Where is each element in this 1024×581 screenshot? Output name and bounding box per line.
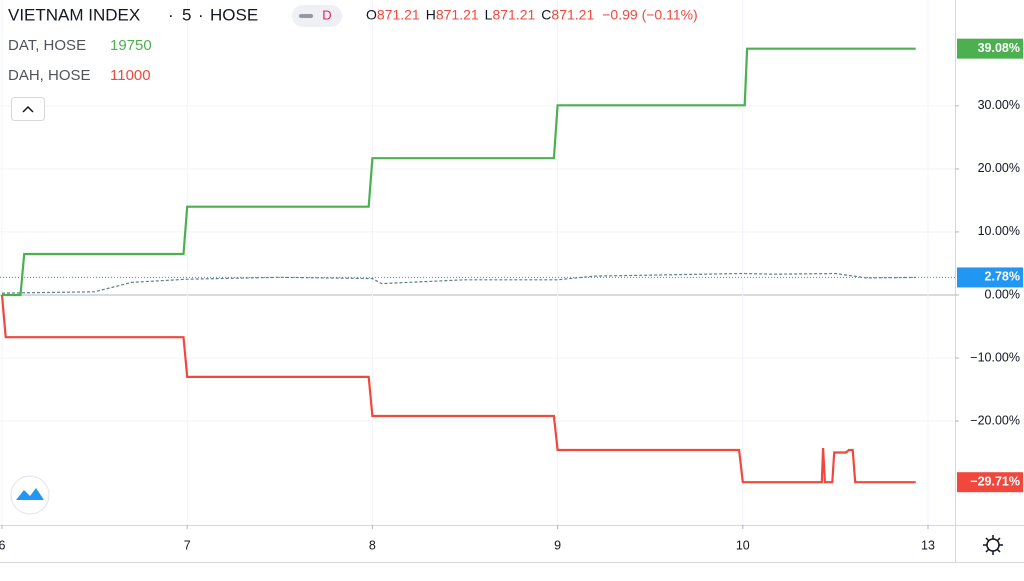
- logo-icon: [16, 488, 44, 500]
- interval: 5: [182, 5, 191, 24]
- grid: [0, 0, 959, 529]
- ohlc-value: 871.21: [492, 7, 535, 23]
- settings-button[interactable]: [983, 535, 1003, 555]
- x-tick-label: 13: [921, 538, 935, 552]
- last-value-label: 2.78%: [985, 270, 1020, 284]
- legend-label: DAH, HOSE: [8, 67, 91, 84]
- y-tick-label: −10.00%: [970, 350, 1020, 364]
- x-tick-label: 7: [184, 538, 191, 552]
- last-value-label: 39.08%: [978, 41, 1020, 55]
- ohlc: O 871.21 H 871.21 L 871.21 C 871.21: [366, 7, 594, 23]
- change: −0.99 (−0.11%): [602, 7, 697, 23]
- separator: ·: [168, 5, 174, 24]
- last-value-label: −29.71%: [970, 475, 1020, 489]
- x-tick-label: 9: [554, 538, 561, 552]
- series-line: [1, 272, 916, 294]
- legend: VIETNAM INDEX · 5 · HOSE D O 871.21 H 871.2…: [8, 5, 698, 121]
- visibility-toggle[interactable]: [292, 5, 342, 27]
- collapse-button[interactable]: [11, 97, 45, 121]
- badge: D: [322, 7, 331, 22]
- series-line: [0, 294, 916, 484]
- y-tick-label: 0.00%: [985, 287, 1020, 301]
- ohlc-label: C: [541, 7, 551, 23]
- toggle-icon: [299, 14, 313, 18]
- ohlc-label: H: [426, 7, 436, 23]
- ohlc-label: O: [366, 7, 377, 23]
- legend-price: 11000: [110, 67, 151, 84]
- last-value-box: [957, 267, 1023, 288]
- collapse-icon: [22, 105, 34, 113]
- y-tick-label: 10.00%: [978, 224, 1020, 238]
- y-tick-label: 30.00%: [978, 98, 1020, 112]
- legend-price: 19750: [110, 37, 152, 54]
- last-value-box: [957, 472, 1023, 493]
- separator: ·: [198, 5, 204, 24]
- symbol: VIETNAM INDEX: [8, 5, 140, 24]
- labels: 30.00% 20.00% 10.00% 0.00% −10.00% −20.00% 6 7 8…: [0, 38, 1023, 552]
- plot: [0, 47, 955, 484]
- y-tick-label: −20.00%: [970, 413, 1020, 427]
- ohlc-value: 871.21: [551, 7, 594, 23]
- x-tick-label: 10: [736, 538, 750, 552]
- series-line: [2, 47, 916, 297]
- ohlc-value: 871.21: [377, 7, 420, 23]
- ohlc-value: 871.21: [436, 7, 479, 23]
- y-tick-label: 20.00%: [978, 161, 1020, 175]
- legend-label: DAT, HOSE: [8, 37, 86, 54]
- gear-teeth: [983, 535, 1003, 555]
- ohlc-label: L: [485, 7, 493, 23]
- last-value-box: [957, 38, 1023, 59]
- exchange: HOSE: [210, 5, 258, 24]
- logo-button[interactable]: [10, 475, 50, 515]
- x-tick-label: 8: [369, 538, 376, 552]
- x-tick-label: 6: [0, 538, 6, 552]
